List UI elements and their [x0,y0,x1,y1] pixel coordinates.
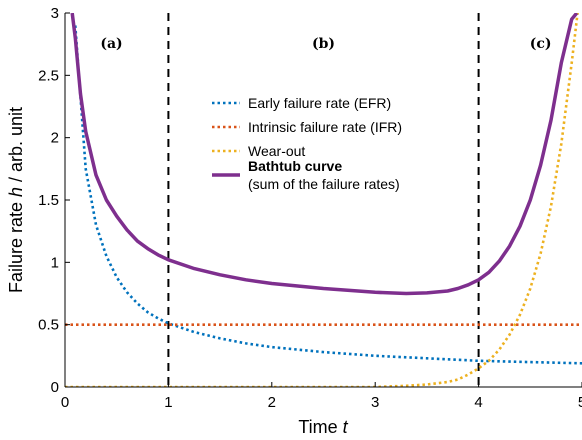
y-axis-title: Failure rate h / arb. unit [6,107,26,293]
bathtub-legend-detail: (sum of the failure rates) [248,176,400,192]
y-tick-label: 2.5 [38,67,59,84]
axes-layer: 0 1 2 3 4 5 0 0.5 1 1.5 2 2.5 3 (a) (b) (c) [38,5,582,411]
y-tick-label: 0 [51,379,59,396]
y-tick-label: 1 [51,254,59,271]
wearout-legend-label: Wear-out [248,143,305,159]
efr-series-line [74,25,582,365]
x-tick-label: 0 [61,394,69,411]
legend: Early failure rate (EFR) Intrinsic failur… [204,91,450,199]
bathtub-legend-label: Bathtub curve [248,158,342,174]
wearout-series-line [65,13,579,387]
bathtub-series-line [70,13,579,296]
x-tick-label: 5 [578,394,582,411]
y-tick-label: 2 [51,130,59,147]
ifr-legend-label: Intrinsic failure rate (IFR) [248,119,402,135]
x-tick-label: 2 [268,394,276,411]
efr-legend-label: Early failure rate (EFR) [248,95,391,111]
region-label: (c) [530,36,552,52]
x-tick-label: 3 [371,394,379,411]
x-tick-label: 4 [474,394,482,411]
y-tick-label: 3 [51,5,59,22]
region-label: (a) [100,36,122,52]
x-tick-label: 1 [164,394,172,411]
region-label: (b) [312,36,335,52]
legend-box [204,91,450,199]
x-axis-title: Time t [298,417,348,437]
y-tick-label: 1.5 [38,192,59,209]
y-tick-label: 0.5 [38,317,59,334]
series-layer [65,13,582,387]
